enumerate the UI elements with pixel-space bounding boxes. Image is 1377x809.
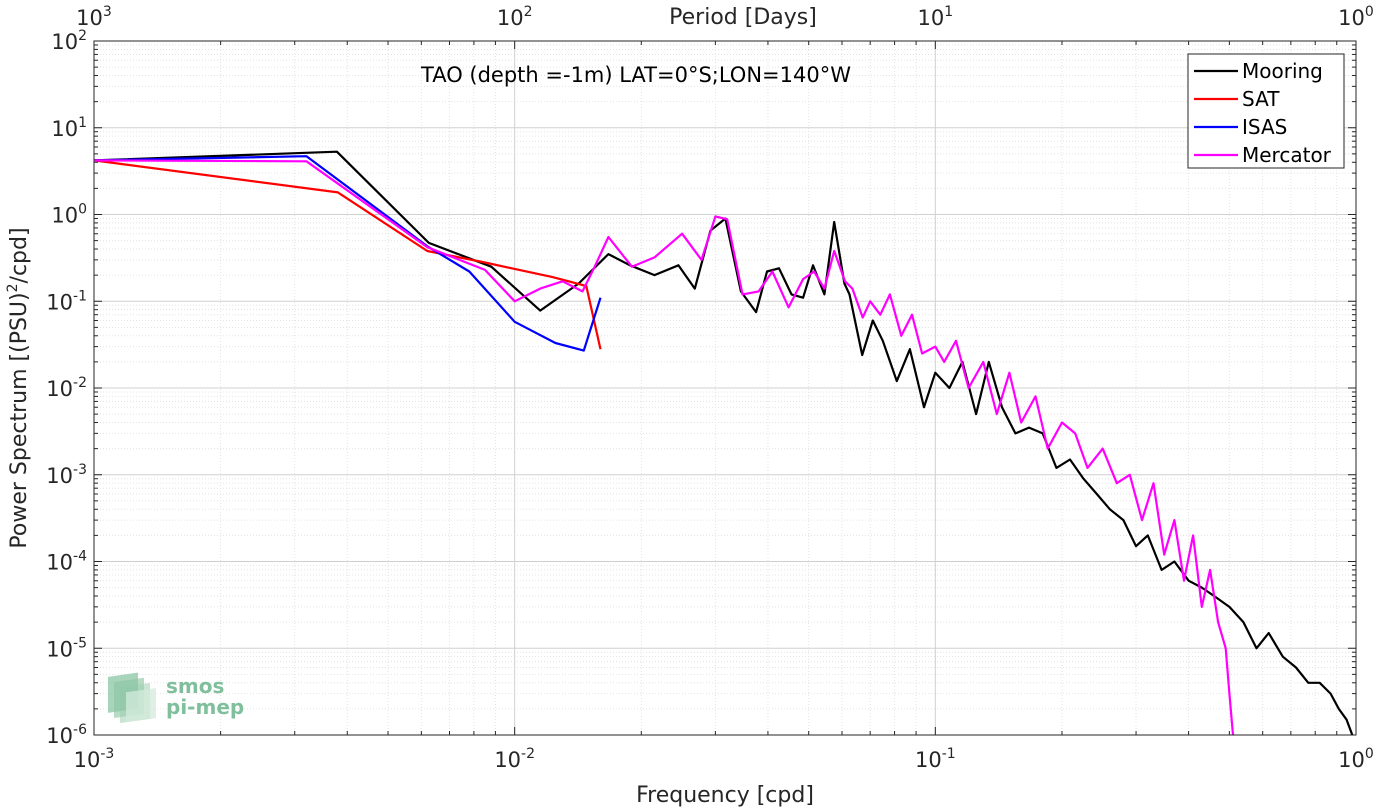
x-tick-exp: -2 [521,746,535,762]
y-tick-exp: -2 [73,375,87,391]
legend-box [1187,53,1345,169]
y-tick-exp: 1 [78,115,87,131]
x2-tick-base: 10 [918,6,945,30]
y-tick-exp: -4 [73,549,87,565]
y-tick-base: 10 [51,117,78,141]
x2-tick-label: 102 [497,4,533,30]
minor-grid [94,41,1356,735]
legend-items: Mooring SAT ISAS Mercator [1194,59,1332,167]
y-tick-base: 10 [46,377,73,401]
x2-tick-base: 10 [76,6,103,30]
x2-tick-exp: 2 [524,4,533,20]
legend-label-mooring: Mooring [1242,59,1323,83]
y-tick-exp: -3 [73,462,87,478]
series-line-mercator [94,159,1235,735]
logo-text-pi-mep: pi-mep [166,695,244,719]
x2-tick-exp: 3 [103,4,112,20]
x2-tick-base: 10 [497,6,524,30]
x-tick-exp: 0 [1365,746,1374,762]
y-tick-base: 10 [51,204,78,228]
y-tick-label: 10-5 [46,635,87,661]
legend-label-mercator: Mercator [1242,143,1332,167]
y-tick-exp: -5 [73,635,87,651]
x-tick-exp: -3 [100,746,114,762]
logo-mark-icon [108,672,156,724]
x-tick-label: 10-3 [74,746,115,772]
x2-tick-exp: 0 [1365,4,1374,20]
y-axis-label: Power Spectrum [(PSU)2/cpd] [5,227,32,548]
x-tick-base: 10 [1338,748,1365,772]
legend-label-sat: SAT [1242,87,1280,111]
y-axis-label-main: Power Spectrum [(PSU) [7,292,32,548]
x2-tick-label: 100 [1338,4,1374,30]
ticks-layer [93,40,1357,736]
legend: Mooring SAT ISAS Mercator [1187,53,1345,169]
y-tick-base: 10 [46,637,73,661]
y-tick-base: 10 [46,464,73,488]
x2-tick-label: 103 [76,4,112,30]
y-tick-base: 10 [46,724,73,748]
y-tick-label: 100 [51,202,87,228]
y-tick-base: 10 [46,551,73,575]
x-tick-base: 10 [494,748,521,772]
smos-pi-mep-logo: smos pi-mep [108,672,244,724]
y-axis-label-tail: /cpd] [7,227,32,283]
y-tick-base: 10 [46,290,73,314]
x-tick-label: 100 [1338,746,1374,772]
y-axis-label-sup: 2 [5,283,21,292]
y-tick-exp: 0 [78,202,87,218]
y-tick-label: 10-2 [46,375,87,401]
chart-title: TAO (depth =-1m) LAT=0°S;LON=140°W [420,63,851,87]
x2-tick-base: 10 [1338,6,1365,30]
y-tick-label: 10-4 [46,549,87,575]
y-tick-exp: -1 [73,288,87,304]
x-axis-label: Frequency [cpd] [636,783,814,808]
y-tick-label: 10-1 [46,288,87,314]
y-tick-label: 10-6 [46,722,87,748]
series-line-isas [94,155,602,352]
x-tick-label: 10-1 [915,746,956,772]
legend-label-isas: ISAS [1242,115,1287,139]
x-tick-base: 10 [74,748,101,772]
y-tick-label: 102 [51,28,87,54]
x-tick-label: 10-2 [494,746,535,772]
y-tick-label: 10-3 [46,462,87,488]
logo-text-smos: smos [166,674,224,698]
x2-tick-label: 101 [918,4,954,30]
y-tick-label: 101 [51,115,87,141]
x2-axis-label: Period [Days] [669,5,817,30]
x-tick-exp: -1 [942,746,956,762]
series-layer [94,150,1354,735]
y-tick-exp: 2 [78,28,87,44]
x2-tick-exp: 1 [944,4,953,20]
y-tick-base: 10 [51,30,78,54]
y-tick-exp: -6 [73,722,87,738]
x-tick-base: 10 [915,748,942,772]
